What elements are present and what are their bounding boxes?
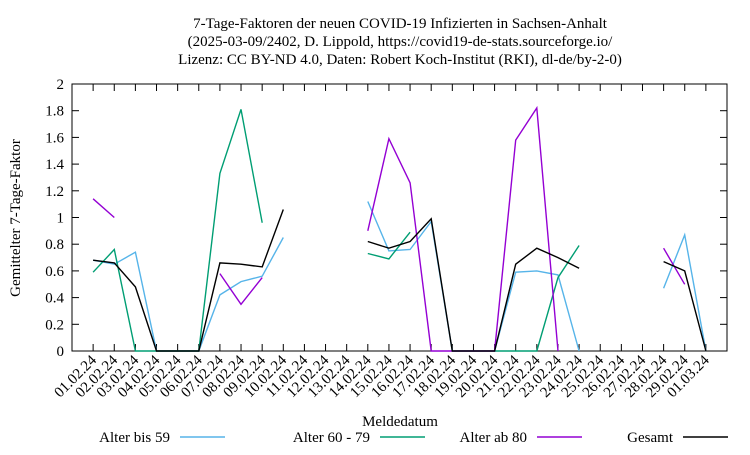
- legend-label: Alter bis 59: [99, 430, 170, 446]
- chart-title: Lizenz: CC BY-ND 4.0, Daten: Robert Koch…: [178, 52, 622, 68]
- plot-border: [71, 83, 728, 352]
- y-tick-label: 1.2: [45, 184, 64, 200]
- y-tick-label: 0.6: [45, 264, 64, 280]
- y-tick-label: 0.8: [45, 237, 64, 253]
- series-line: [92, 201, 707, 352]
- x-axis-label: Meldedatum: [362, 414, 438, 430]
- y-tick-label: 1.8: [45, 104, 64, 120]
- chart-title: 7-Tage-Faktoren der neuen COVID-19 Infiz…: [193, 16, 608, 32]
- y-tick-label: 1.4: [45, 157, 64, 173]
- y-tick-label: 1: [57, 211, 65, 227]
- series-line: [93, 209, 707, 352]
- y-tick-label: 0: [57, 344, 65, 360]
- y-tick-label: 1.6: [45, 130, 64, 146]
- y-tick-label: 0.2: [45, 317, 64, 333]
- legend-label: Alter 60 - 79: [293, 430, 370, 446]
- chart-title: (2025-03-09/2402, D. Lippold, https://co…: [188, 34, 613, 50]
- legend-label: Alter ab 80: [460, 430, 527, 446]
- legend-label: Gesamt: [627, 430, 674, 446]
- y-axis-label: Gemittelter 7-Tage-Faktor: [8, 139, 24, 297]
- y-tick-label: 0.4: [45, 291, 64, 307]
- y-tick-label: 2: [57, 77, 65, 93]
- series-line: [92, 105, 686, 352]
